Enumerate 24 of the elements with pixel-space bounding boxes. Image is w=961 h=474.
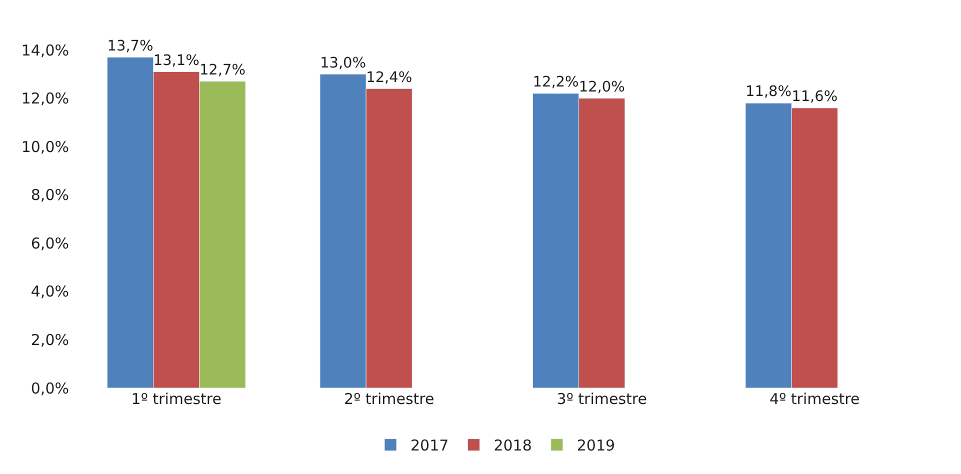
data-label: 11,8% [745, 84, 792, 100]
data-label: 12,7% [199, 62, 246, 79]
legend-label: 2018 [494, 436, 532, 455]
x-tick-label: 2º trimestre [344, 390, 434, 408]
data-label: 13,1% [153, 52, 200, 69]
y-tick-label: 6,0% [30, 234, 69, 252]
y-tick-label: 14,0% [21, 41, 69, 60]
data-label: 12,2% [532, 74, 579, 91]
x-tick-label: 3º trimestre [556, 390, 647, 408]
x-tick-label: 1º trimestre [131, 390, 222, 408]
data-label: 11,6% [792, 89, 838, 106]
y-tick-label: 4,0% [30, 282, 69, 301]
y-tick-label: 10,0% [21, 138, 69, 156]
data-label: 12,4% [366, 70, 412, 86]
x-tick-label: 4º trimestre [770, 390, 860, 408]
data-label: 13,7% [107, 38, 154, 54]
y-tick-label: 8,0% [30, 186, 69, 204]
y-tick-label: 0,0% [30, 379, 69, 398]
data-label: 12,0% [578, 79, 625, 96]
data-label: 13,0% [320, 55, 366, 72]
legend-label: 2019 [576, 436, 616, 455]
legend-label: 2017 [410, 436, 449, 455]
y-tick-label: 2,0% [30, 330, 69, 349]
y-tick-label: 12,0% [21, 90, 69, 108]
